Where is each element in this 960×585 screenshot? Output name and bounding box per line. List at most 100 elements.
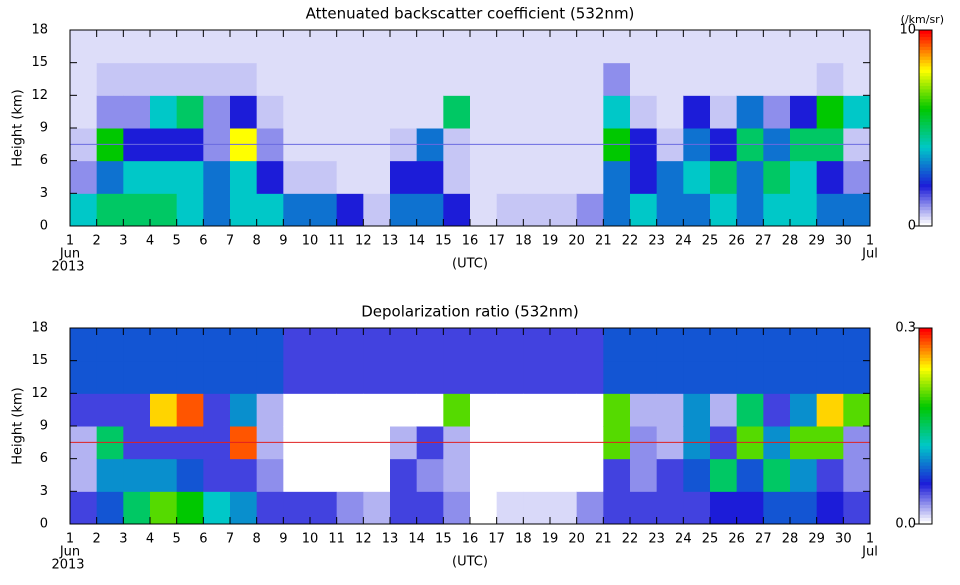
x-annotation: 2013	[51, 260, 84, 275]
heat-cell	[96, 193, 124, 227]
heat-cell	[363, 95, 391, 129]
heat-cell	[736, 491, 764, 525]
colorbar-segment	[919, 461, 932, 466]
x-tick-label: 25	[702, 532, 719, 547]
x-tick-label: 7	[226, 234, 234, 249]
colorbar-segment	[919, 39, 932, 44]
x-tick-label: 20	[568, 532, 585, 547]
heat-cell	[496, 491, 524, 525]
heat-cell	[310, 30, 338, 64]
heat-cell	[843, 328, 871, 362]
x-tick-label: 30	[835, 532, 852, 547]
x-tick-label: 4	[146, 532, 154, 547]
x-tick-label: 17	[488, 532, 505, 547]
heat-cell	[523, 193, 551, 227]
heat-cell	[363, 491, 391, 525]
heat-cell	[496, 328, 524, 362]
colorbar-segment	[919, 432, 932, 437]
heat-cell	[310, 328, 338, 362]
heat-cell	[496, 30, 524, 64]
heat-cell	[443, 393, 471, 427]
colorbar-segment	[919, 43, 932, 47]
colorbar-segment	[919, 59, 932, 64]
heat-cell	[656, 328, 684, 362]
heat-cell	[843, 360, 871, 394]
heat-cell	[336, 393, 364, 427]
x-tick-label: 14	[408, 234, 425, 249]
x-tick-label: 16	[462, 234, 479, 249]
heat-cell	[390, 95, 418, 129]
heat-cell	[123, 393, 151, 427]
heat-cell	[96, 160, 124, 194]
heat-cell	[230, 30, 258, 64]
colorbar-segment	[919, 367, 932, 371]
heat-cell	[96, 328, 124, 362]
heat-cell	[176, 328, 204, 362]
colorbar-segment	[919, 481, 932, 486]
heat-cell	[150, 393, 178, 427]
heat-cell	[283, 160, 311, 194]
heat-cell	[736, 30, 764, 64]
heat-cell	[736, 160, 764, 194]
heat-cell	[763, 328, 791, 362]
x-tick-label: 7	[226, 532, 234, 547]
y-tick-label: 0	[40, 219, 48, 234]
heat-cell	[576, 160, 604, 194]
colorbar-tick-label: 0.0	[895, 517, 916, 532]
heat-cell	[763, 95, 791, 129]
heat-cell	[96, 491, 124, 525]
heat-cell	[123, 328, 151, 362]
heat-cell	[550, 30, 578, 64]
heat-cell	[763, 193, 791, 227]
x-tick-label: 28	[782, 532, 799, 547]
heat-cell	[656, 193, 684, 227]
heat-cell	[523, 393, 551, 427]
heat-cell	[843, 62, 871, 96]
colorbar-segment	[919, 435, 932, 440]
heat-cell	[123, 95, 151, 129]
heat-cell	[443, 193, 471, 227]
colorbar-segment	[919, 111, 932, 116]
heat-cell	[550, 491, 578, 525]
x-tick-label: 28	[782, 234, 799, 249]
heat-cell	[203, 95, 231, 129]
heat-cell	[763, 491, 791, 525]
heat-cell	[843, 30, 871, 64]
heat-cell	[816, 95, 844, 129]
heat-cell	[256, 458, 284, 492]
heat-cell	[443, 160, 471, 194]
heat-cell	[843, 458, 871, 492]
heat-cell	[70, 160, 98, 194]
heat-cell	[390, 328, 418, 362]
x-tick-label: 11	[328, 532, 345, 547]
x-tick-label: 9	[279, 532, 287, 547]
heat-cell	[550, 95, 578, 129]
colorbar-segment	[919, 180, 932, 185]
heat-cell	[336, 30, 364, 64]
colorbar-segment	[919, 154, 932, 158]
colorbar-segment	[919, 108, 932, 113]
x-tick-label: 23	[648, 532, 665, 547]
heat-cell	[150, 360, 178, 394]
x-tick-label: 22	[622, 234, 639, 249]
heat-cell	[576, 95, 604, 129]
heat-cell	[790, 160, 818, 194]
heat-cell	[790, 360, 818, 394]
x-tick-label: 8	[253, 532, 261, 547]
heat-cell	[523, 62, 551, 96]
heat-cell	[816, 458, 844, 492]
colorbar-segment	[919, 494, 932, 499]
x-tick-label: 17	[488, 234, 505, 249]
heat-cell	[390, 193, 418, 227]
heat-cell	[763, 30, 791, 64]
heat-cell	[496, 62, 524, 96]
heat-cell	[550, 360, 578, 394]
heat-cell	[576, 393, 604, 427]
heat-cell	[683, 160, 711, 194]
heat-cell	[550, 193, 578, 227]
heat-cell	[310, 160, 338, 194]
colorbar-segment	[919, 114, 932, 119]
heat-cell	[710, 491, 738, 525]
heat-cell	[603, 160, 631, 194]
heat-cell	[603, 30, 631, 64]
